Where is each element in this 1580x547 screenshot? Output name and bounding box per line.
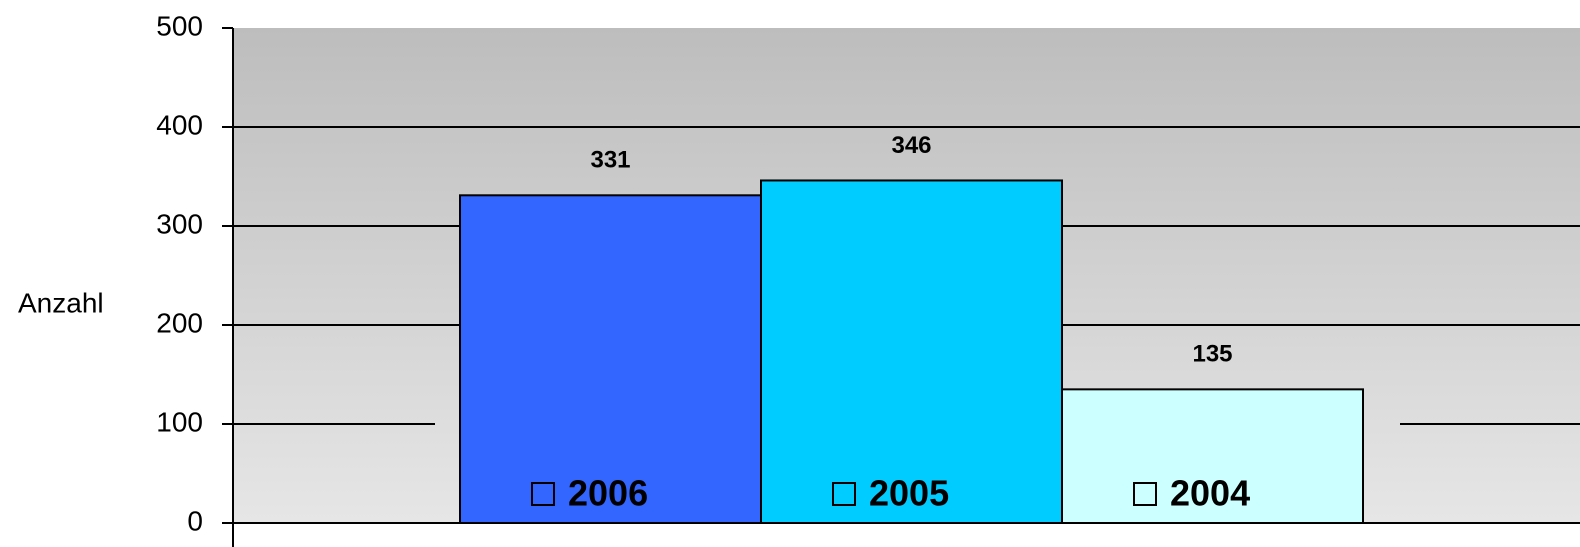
- y-tick-label: 100: [156, 406, 203, 437]
- bar: [760, 179, 1063, 525]
- legend-label: 2005: [869, 473, 949, 514]
- legend-marker: [1133, 482, 1157, 506]
- legend-marker: [832, 482, 856, 506]
- y-tick-label: 200: [156, 307, 203, 338]
- y-tick-label: 500: [156, 10, 203, 41]
- legend-label: 2004: [1170, 473, 1250, 514]
- y-tick-label: 0: [187, 505, 203, 536]
- value-label: 346: [891, 132, 931, 159]
- bar: [459, 194, 762, 524]
- legend-marker: [531, 482, 555, 506]
- legend-label: 2006: [568, 473, 648, 514]
- bar: [1061, 388, 1364, 524]
- y-tick-label: 300: [156, 208, 203, 239]
- y-axis-label: Anzahl: [18, 287, 104, 318]
- value-label: 331: [590, 147, 630, 174]
- y-tick-label: 400: [156, 109, 203, 140]
- value-label: 135: [1192, 341, 1232, 368]
